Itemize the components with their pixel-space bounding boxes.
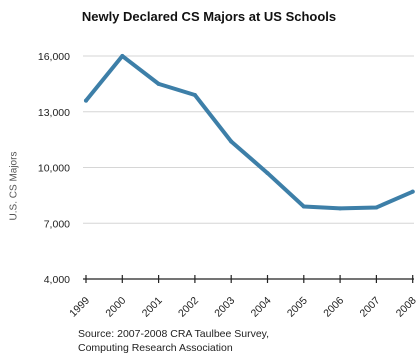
data-point [410, 189, 415, 194]
y-tick-label: 4,000 [44, 274, 70, 286]
x-tick-label: 2000 [103, 295, 128, 320]
series-layer [84, 54, 415, 211]
x-tick-label: 1999 [67, 295, 92, 320]
data-point [265, 171, 270, 176]
chart-title: Newly Declared CS Majors at US Schools [81, 9, 337, 24]
x-axis: 1999 2000 2001 2002 2003 2004 2005 2006 2007 2008 [67, 275, 418, 320]
y-tick-labels: 4,000 7,000 10,000 13,000 16,000 [38, 51, 70, 286]
data-point [229, 139, 234, 144]
x-tick-label: 2007 [358, 295, 383, 320]
y-tick-label: 16,000 [38, 51, 70, 63]
x-tick-label: 2003 [212, 295, 237, 320]
data-point [120, 54, 125, 58]
x-tick-label: 2006 [321, 295, 346, 320]
data-point [84, 98, 88, 103]
series-line [84, 54, 415, 211]
gridlines [83, 55, 414, 224]
y-tick-label: 13,000 [38, 107, 70, 119]
data-point [301, 204, 306, 209]
y-tick-label: 10,000 [38, 163, 70, 175]
data-point [192, 93, 197, 98]
data-point [374, 205, 379, 210]
y-tick-label: 7,000 [44, 218, 70, 230]
source-note: Source: 2007-2008 CRA Taulbee Survey, Co… [78, 327, 269, 355]
data-point [338, 206, 343, 211]
x-tick-label: 2002 [176, 295, 201, 320]
data-point [156, 81, 161, 86]
source-line-1: Source: 2007-2008 CRA Taulbee Survey, [78, 328, 270, 340]
x-tick-label: 2004 [249, 295, 274, 320]
x-tick-label: 2008 [394, 295, 418, 320]
source-line-2: Computing Research Association [78, 342, 233, 354]
x-tick-label: 2005 [285, 295, 310, 320]
x-tick-label: 2001 [140, 295, 165, 320]
